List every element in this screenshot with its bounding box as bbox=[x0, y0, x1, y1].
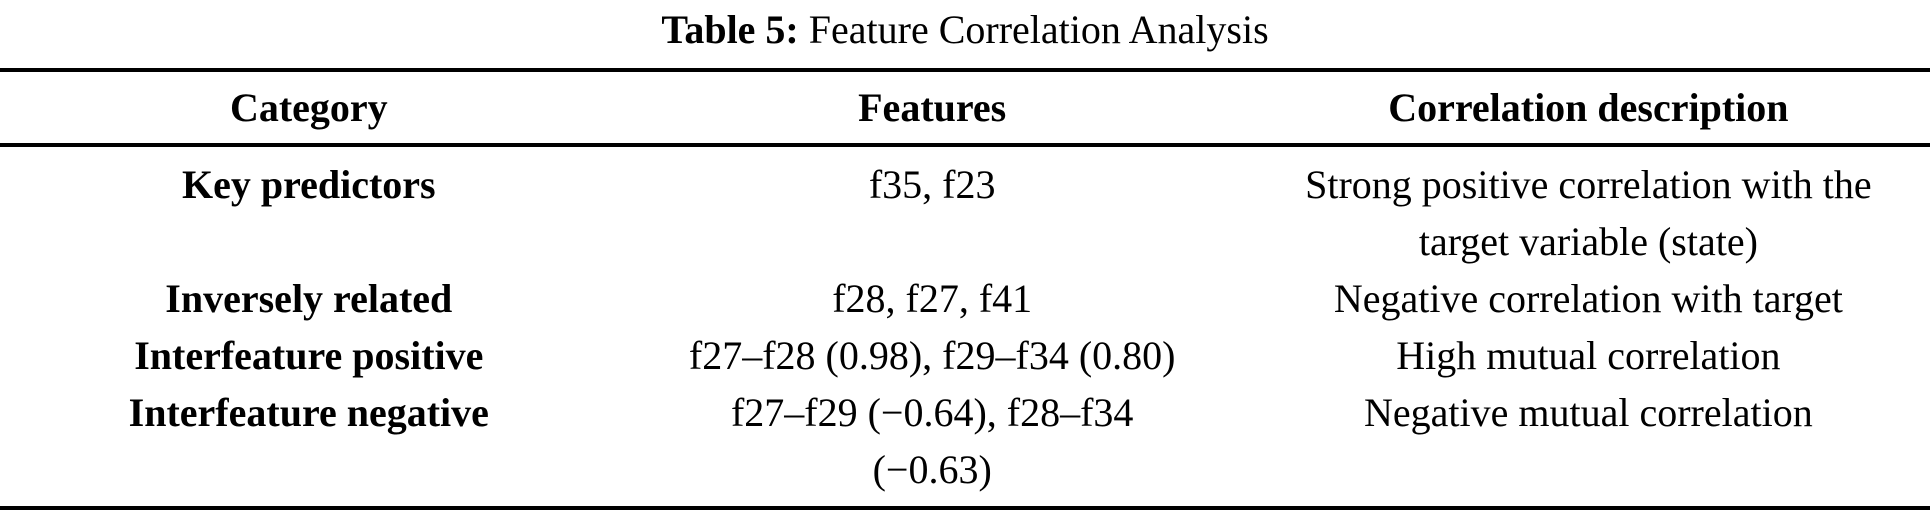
caption-title: Feature Correlation Analysis bbox=[808, 7, 1269, 52]
header-description: Correlation description bbox=[1246, 70, 1930, 147]
table-row: Interfeature negative f27–f29 (−0.64), f2… bbox=[0, 384, 1930, 508]
table-row: Key predictors f35, f23 Strong positive co… bbox=[0, 145, 1930, 270]
description-cell: High mutual correlation bbox=[1396, 333, 1781, 378]
description-cell: Negative correlation with target bbox=[1333, 276, 1843, 321]
category-cell: Interfeature negative bbox=[128, 390, 489, 435]
table-caption: Table 5: Feature Correlation Analysis bbox=[0, 0, 1930, 56]
description-cell: Strong positive correlation with the tar… bbox=[1305, 162, 1872, 264]
table-row: Inversely related f28, f27, f41 Negative c… bbox=[0, 270, 1930, 327]
features-cell: f27–f29 (−0.64), f28–f34 (−0.63) bbox=[730, 390, 1134, 492]
header-category: Category bbox=[0, 70, 618, 147]
category-cell: Interfeature positive bbox=[134, 333, 484, 378]
header-row: Category Features Correlation descriptio… bbox=[0, 70, 1930, 147]
features-cell: f28, f27, f41 bbox=[832, 276, 1033, 321]
correlation-table: Category Features Correlation descriptio… bbox=[0, 68, 1930, 510]
features-cell: f35, f23 bbox=[868, 162, 996, 207]
description-cell: Negative mutual correlation bbox=[1364, 390, 1813, 435]
category-cell: Inversely related bbox=[165, 276, 453, 321]
caption-label: Table 5: bbox=[661, 7, 799, 52]
category-cell: Key predictors bbox=[181, 162, 436, 207]
header-features: Features bbox=[617, 70, 1247, 147]
table-row: Interfeature positive f27–f28 (0.98), f29… bbox=[0, 327, 1930, 384]
features-cell: f27–f28 (0.98), f29–f34 (0.80) bbox=[688, 333, 1176, 378]
